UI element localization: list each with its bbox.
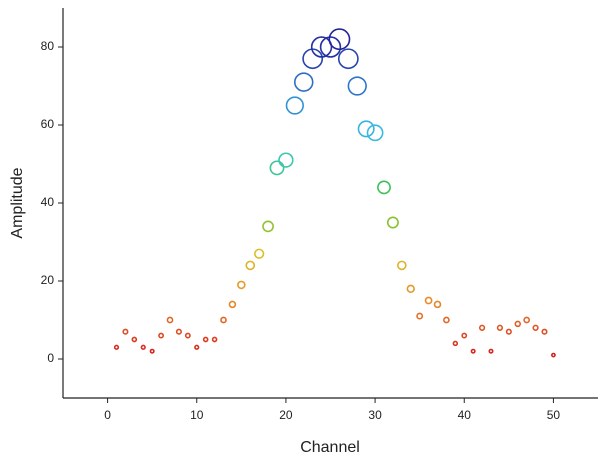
data-point [194,344,200,350]
data-point [397,260,407,271]
data-point [319,36,342,58]
y-tick-label: 80 [41,39,55,53]
y-tick-label: 20 [41,273,55,287]
data-point [337,48,359,70]
data-point [310,36,333,58]
data-point [278,152,294,168]
data-point [158,332,165,339]
x-tick-label: 40 [458,408,472,422]
data-point [184,332,191,339]
data-point [532,324,539,331]
data-point [113,344,120,350]
data-point [269,160,285,176]
x-tick-label: 10 [190,408,204,422]
data-point [237,280,246,290]
data-point [443,316,450,324]
data-point [149,348,155,354]
data-point [496,324,504,331]
data-point [541,328,548,335]
data-point [416,312,424,320]
data-point [551,352,556,358]
x-tick-label: 30 [368,408,382,422]
data-point [122,328,129,335]
data-point [220,316,227,324]
y-axis-label: Amplitude [9,167,26,238]
data-point [228,300,237,309]
data-point [262,220,274,233]
data-point [386,216,399,229]
data-point [505,328,512,335]
data-point [202,336,209,343]
data-point [347,76,367,96]
data-point [377,180,391,195]
data-point [424,296,433,305]
data-point [140,344,146,350]
data-point [433,300,442,309]
x-tick-label: 0 [104,408,111,422]
data-point [461,332,468,339]
data-point [357,120,375,138]
data-point [478,324,486,331]
data-point [328,28,351,51]
data-point [166,316,174,324]
data-point [406,284,415,293]
data-point [254,248,265,259]
data-point [470,348,476,354]
data-point [131,336,138,343]
y-tick-label: 60 [41,117,55,131]
data-point [523,316,531,324]
data-point [514,320,521,328]
data-point [293,72,314,92]
x-axis-label: Channel [300,439,360,456]
data-point [488,348,494,354]
y-tick-label: 40 [41,195,55,209]
y-tick-label: 0 [47,351,54,365]
data-point [175,328,182,335]
x-tick-label: 50 [547,408,561,422]
data-point [211,336,218,343]
data-point [452,340,459,347]
x-tick-label: 20 [279,408,293,422]
data-point [285,96,304,115]
data-point [366,124,384,142]
data-point [245,260,256,271]
